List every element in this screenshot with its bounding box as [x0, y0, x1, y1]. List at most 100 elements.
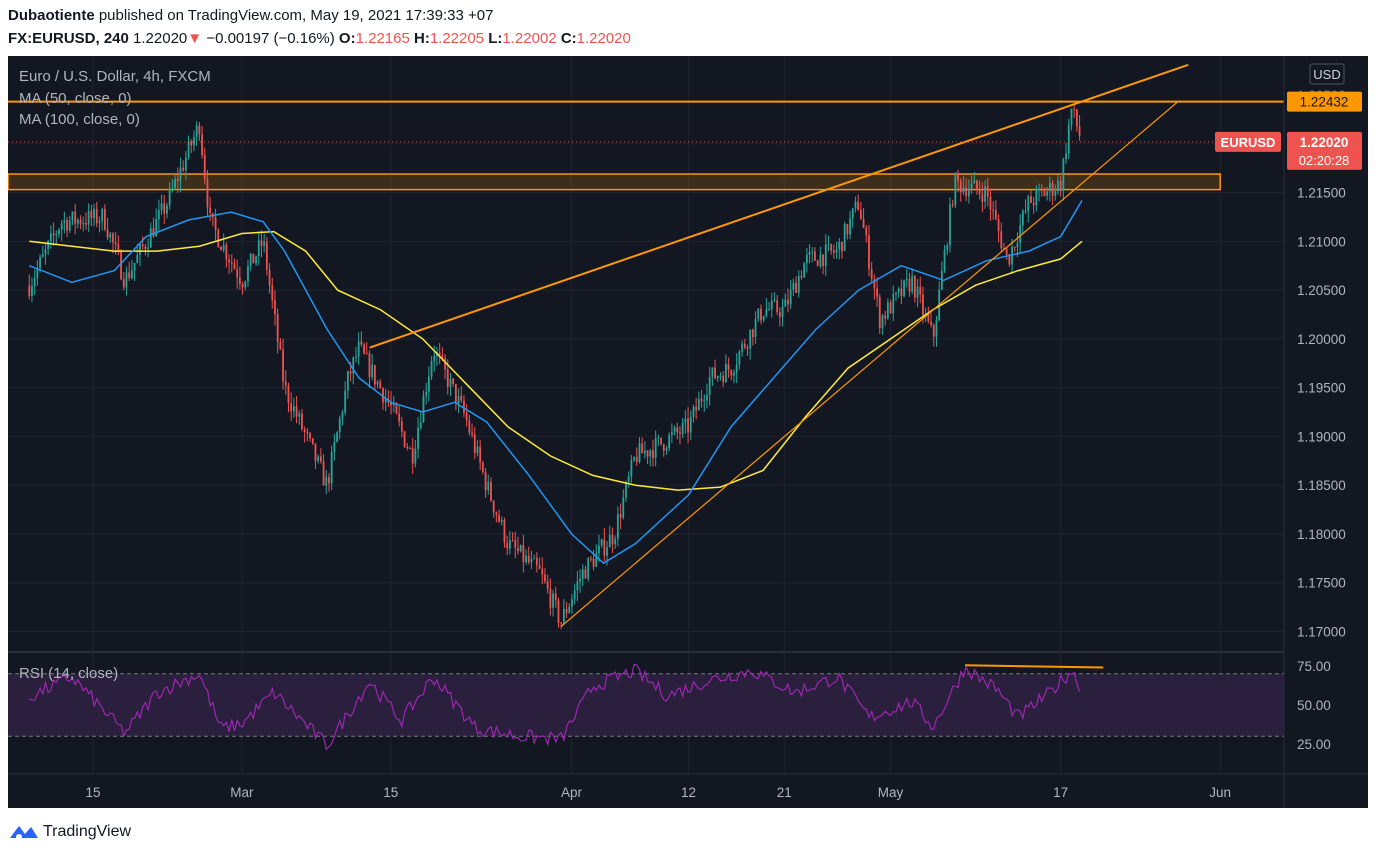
candle-body — [44, 249, 47, 254]
candle-body — [827, 244, 830, 246]
candle-body — [608, 534, 611, 548]
author-name[interactable]: Dubaotiente — [8, 7, 95, 24]
candle-body — [541, 568, 544, 575]
candle-body — [473, 434, 476, 453]
candle-body — [203, 155, 206, 180]
candle-body — [260, 240, 263, 246]
price-labels: 1.22432 EURUSD 1.22020 02:20:28 — [1215, 91, 1362, 170]
candle-body — [187, 141, 190, 158]
tradingview-brand[interactable]: TradingView — [43, 823, 132, 840]
candle-body — [535, 558, 538, 566]
ma100-legend[interactable]: MA (100, close, 0) — [19, 111, 140, 128]
candle-body — [1048, 183, 1051, 192]
candle-body — [236, 268, 239, 278]
candle-body — [309, 433, 311, 439]
moving-averages — [29, 200, 1083, 565]
candle-body — [392, 404, 395, 406]
candle-body — [1073, 108, 1076, 110]
candle-body — [900, 288, 903, 297]
price-chart[interactable]: 1.220001.215001.210001.205001.200001.195… — [8, 56, 1368, 808]
candle-body — [819, 254, 822, 267]
support-zone-box — [8, 173, 1221, 191]
candle-body — [665, 448, 668, 451]
candle-body — [738, 351, 741, 365]
candle-body — [787, 299, 789, 305]
candle-body — [247, 266, 249, 282]
candle-body — [781, 306, 784, 318]
candle-body — [68, 220, 71, 231]
candle-body — [63, 220, 66, 224]
time-tick: Apr — [561, 785, 583, 800]
candle-body — [295, 406, 298, 417]
candle-body — [490, 482, 492, 501]
candle-body — [1021, 211, 1024, 226]
close-value: 1.22020 — [576, 30, 631, 47]
candle-body — [967, 189, 970, 197]
low-value: 1.22002 — [502, 30, 557, 47]
candle-body — [760, 308, 762, 321]
candle-body — [1078, 126, 1081, 136]
candle-body — [727, 364, 730, 371]
candle-body — [117, 244, 120, 252]
candle-body — [1070, 108, 1073, 126]
candle-body — [822, 254, 824, 267]
candle-body — [349, 371, 352, 374]
rsi-legend[interactable]: RSI (14, close) — [19, 665, 119, 682]
candle-body — [846, 224, 849, 235]
candle-body — [606, 547, 608, 556]
price-tick: 1.21500 — [1297, 186, 1346, 201]
candle-body — [128, 272, 131, 279]
candle-body — [544, 574, 546, 582]
candle-body — [784, 299, 787, 307]
support-zone[interactable] — [8, 173, 1221, 191]
candle-body — [1062, 159, 1065, 191]
candle-body — [130, 270, 133, 279]
candle-body — [808, 251, 811, 255]
candle-body — [584, 569, 587, 579]
candle-body — [538, 565, 541, 569]
candle-body — [684, 418, 687, 423]
candle-body — [800, 275, 803, 278]
candle-body — [681, 422, 684, 434]
candle-body — [330, 451, 333, 484]
symbol-tag: EURUSD — [1221, 135, 1276, 150]
ma50-legend[interactable]: MA (50, close, 0) — [19, 90, 132, 107]
candle-body — [514, 540, 517, 548]
candle-body — [625, 482, 627, 498]
candle-body — [411, 448, 414, 464]
candle-body — [344, 390, 347, 413]
candle-body — [338, 418, 341, 433]
price-tick: 1.18500 — [1297, 478, 1346, 493]
candle-body — [997, 219, 1000, 232]
candle-body — [198, 125, 201, 135]
high-label: H: — [414, 30, 430, 47]
candle-body — [403, 431, 406, 447]
high-value: 1.22205 — [429, 30, 485, 47]
candle-body — [889, 302, 892, 314]
candle-body — [190, 141, 193, 146]
candle-body — [722, 375, 725, 383]
candle-body — [1005, 248, 1008, 255]
candle-body — [630, 460, 633, 477]
candle-body — [93, 208, 95, 219]
candle-body — [579, 578, 581, 582]
candle-body — [33, 278, 36, 287]
candle-body — [857, 201, 860, 210]
candle-body — [109, 233, 112, 238]
candle-body — [311, 438, 314, 444]
candle-body — [676, 427, 679, 433]
candle-body — [654, 438, 657, 459]
candle-body — [897, 288, 900, 293]
candle-body — [552, 593, 554, 608]
candle-body — [1003, 248, 1005, 250]
candle-body — [908, 278, 911, 292]
trend-drawings[interactable] — [8, 63, 1284, 628]
candle-body — [668, 435, 671, 449]
candle-body — [136, 254, 139, 263]
candle-body — [911, 276, 914, 292]
candle-body — [503, 519, 506, 543]
candle-body — [754, 319, 757, 338]
candle-body — [695, 406, 698, 411]
candle-body — [55, 234, 58, 236]
candle-body — [500, 519, 503, 522]
